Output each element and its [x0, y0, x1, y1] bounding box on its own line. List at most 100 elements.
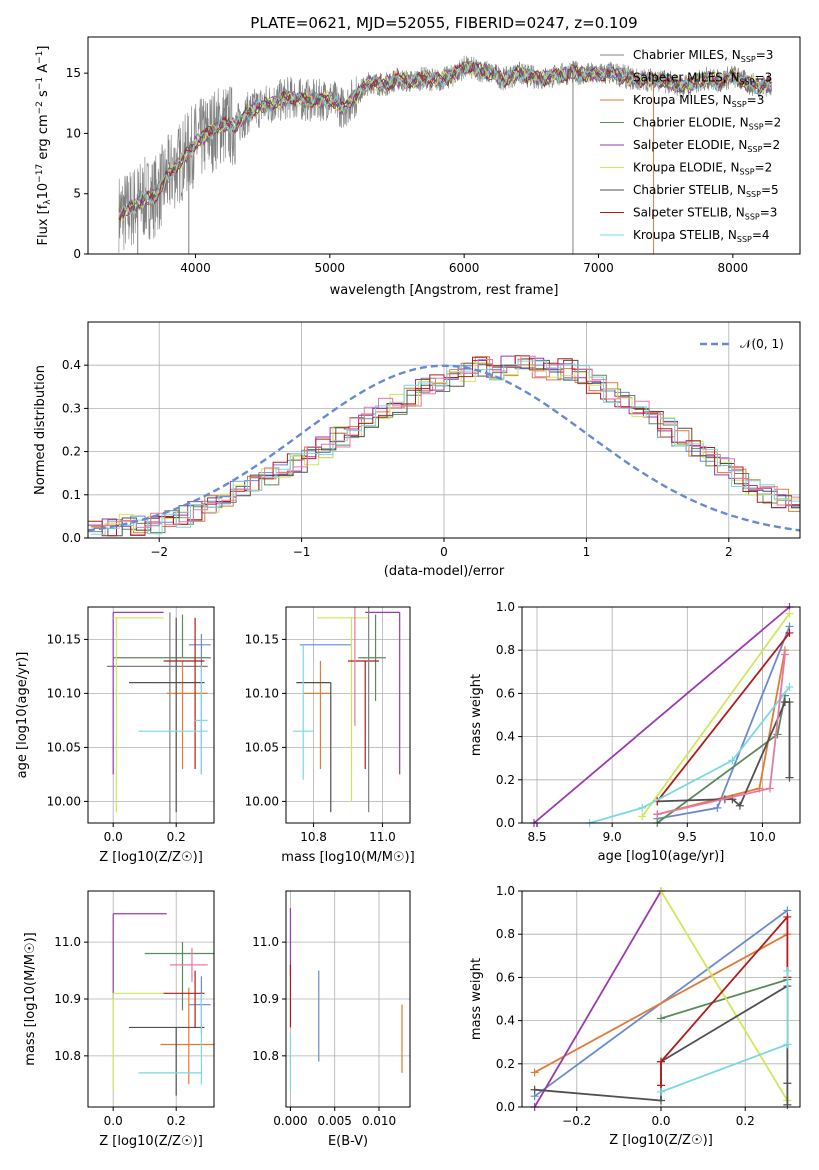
histogram-step: [93, 359, 800, 537]
legend-label: Salpeter ELODIE, NSSP=2: [633, 138, 780, 154]
mass-weight-line: [533, 607, 791, 823]
y-tick-label: 0.0: [496, 1100, 515, 1114]
mass-weight-marker: [530, 1068, 539, 1077]
x-tick-label: 0.2: [736, 1114, 755, 1128]
y-tick-label: 11.0: [54, 935, 81, 949]
y-tick-label: 0: [73, 247, 81, 261]
y-tick-label: 10.9: [54, 992, 81, 1006]
mass-weight-marker: [785, 628, 794, 637]
y-tick-label: 10.8: [54, 1049, 81, 1063]
mass-weight-marker: [785, 682, 794, 691]
legend-label: Kroupa STELIB, NSSP=4: [633, 228, 770, 244]
x-tick-label: 8.5: [527, 830, 546, 844]
mass-weight-marker: [783, 966, 792, 975]
mass-weight-marker: [728, 756, 737, 765]
x-tick-label: 7000: [583, 261, 614, 275]
mass-weight-marker: [783, 1100, 792, 1109]
x-tick-label: −0.2: [562, 1114, 591, 1128]
x-tick-label: 9.5: [678, 830, 697, 844]
mass-weight-line: [656, 632, 791, 802]
age_vs_Z-frame: [87, 606, 215, 824]
x-tick-label: 5000: [315, 261, 346, 275]
y-tick-label: 0.2: [496, 773, 515, 787]
y-axis-label: Flux [fλ10−17 erg cm−2 s−1 A−1]: [35, 46, 53, 246]
mass-weight-marker: [657, 1087, 665, 1096]
mass-weight-marker: [785, 609, 794, 618]
y-tick-label: 0.8: [496, 643, 515, 657]
mass-weight-marker: [657, 1057, 665, 1066]
histogram-step: [93, 355, 800, 528]
spectrum-frame: [87, 36, 801, 255]
y-axis-label: mass weight: [469, 958, 484, 1040]
y-tick-label: 10.05: [245, 740, 279, 754]
mass-weight-marker: [638, 812, 647, 821]
x-tick-label: 11.0: [369, 830, 396, 844]
y-tick-label: 0.6: [496, 970, 515, 984]
y-tick-label: 0.2: [62, 445, 81, 459]
y-axis-label: mass weight: [469, 674, 484, 756]
mass-weight-line: [656, 695, 786, 823]
y-tick-label: 5: [73, 187, 81, 201]
mass-weight-line: [589, 686, 791, 823]
x-axis-label: Z [log10(Z/Z☉)]: [99, 1134, 203, 1149]
x-axis-label: mass [log10(M/M☉)]: [281, 850, 414, 865]
legend-label: 𝒩(0, 1): [740, 337, 784, 351]
x-axis-label: (data-model)/error: [384, 564, 505, 579]
x-axis-label: Z [log10(Z/Z☉)]: [609, 1133, 713, 1148]
x-tick-label: 0: [440, 545, 448, 559]
residuals-frame: [87, 321, 801, 539]
mass-weight-marker: [780, 650, 789, 659]
mass-weight-line: [534, 933, 788, 1074]
x-tick-label: 0.010: [362, 1114, 396, 1128]
mass_weight_vs_age-frame: [521, 606, 801, 824]
mass-weight-marker: [735, 801, 744, 810]
x-tick-label: 0.0: [104, 830, 123, 844]
y-axis-label: mass [log10(M/M☉)]: [23, 932, 38, 1065]
age_vs_mass-frame: [285, 606, 411, 824]
x-tick-label: 10.0: [749, 830, 776, 844]
y-tick-label: 1.0: [496, 600, 515, 614]
mass-weight-marker: [657, 1096, 665, 1105]
y-axis-label: Normed distribution: [33, 365, 48, 495]
y-tick-label: 11.0: [252, 935, 279, 949]
y-tick-label: 10.00: [47, 794, 81, 808]
y-tick-label: 10.9: [252, 992, 279, 1006]
y-tick-label: 0.3: [62, 401, 81, 415]
x-tick-label: 2: [725, 545, 733, 559]
mass-weight-marker: [765, 784, 774, 793]
x-axis-label: E(B-V): [328, 1134, 368, 1149]
mass-weight-marker: [783, 1079, 792, 1088]
mass-weight-marker: [785, 698, 794, 707]
chart-title: PLATE=0621, MJD=52055, FIBERID=0247, z=0…: [250, 14, 637, 32]
spectrum-model-line: [118, 61, 772, 220]
legend-label: Chabrier STELIB, NSSP=5: [633, 183, 779, 199]
legend-label: Salpeter STELIB, NSSP=3: [633, 206, 777, 222]
mass_weight_vs_Z-frame: [521, 890, 801, 1108]
x-axis-label: wavelength [Angstrom, rest frame]: [330, 283, 559, 298]
mass-weight-marker: [773, 730, 782, 739]
y-tick-label: 0.6: [496, 686, 515, 700]
spectrum-model-line: [118, 59, 772, 216]
x-tick-label: 10.8: [300, 830, 327, 844]
x-tick-label: −1: [293, 545, 311, 559]
mass-weight-marker: [657, 1014, 665, 1023]
mass_vs_Z-frame: [87, 890, 215, 1108]
mass-weight-line: [641, 612, 791, 818]
mass-weight-marker: [783, 1040, 792, 1049]
mass-weight-line: [660, 914, 789, 1086]
y-tick-label: 0.0: [62, 531, 81, 545]
y-tick-label: 1.0: [496, 884, 515, 898]
y-tick-label: 0.2: [496, 1057, 515, 1071]
x-tick-label: 9.0: [603, 830, 622, 844]
histogram-step: [90, 360, 800, 535]
legend-label: Kroupa ELODIE, NSSP=2: [633, 161, 772, 177]
spectrum-model-line: [118, 60, 772, 217]
y-tick-label: 10.10: [47, 686, 81, 700]
y-tick-label: 10: [66, 126, 81, 140]
mass-weight-line: [533, 891, 662, 1107]
x-tick-label: 4000: [180, 261, 211, 275]
x-tick-label: 0.2: [167, 1114, 186, 1128]
x-tick-label: 0.0: [104, 1114, 123, 1128]
x-tick-label: 0.0: [651, 1114, 670, 1128]
